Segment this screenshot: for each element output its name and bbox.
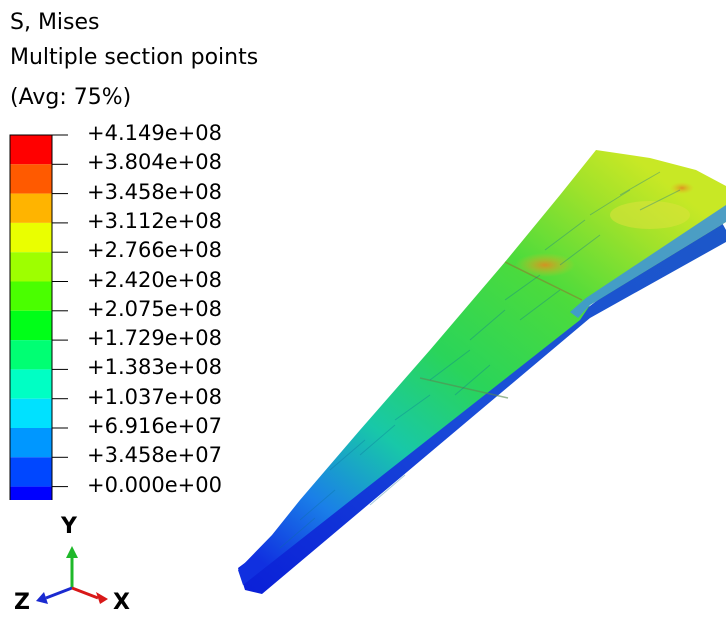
stress-hotspot (515, 253, 575, 277)
legend-color-swatch (10, 135, 52, 165)
legend-color-swatch (10, 310, 52, 341)
mesh-line (589, 189, 631, 216)
mesh-line (299, 489, 336, 521)
model-side-face (238, 212, 726, 594)
legend-tick-label: +3.458e+07 (87, 443, 222, 468)
legend-color-swatch (10, 164, 52, 194)
z-axis-arrow (45, 586, 73, 600)
x-axis-arrow (71, 586, 99, 600)
legend-tick-label: +1.729e+08 (87, 326, 222, 351)
legend-color-swatch (10, 398, 52, 428)
legend-tick-label: +4.149e+08 (87, 121, 222, 145)
mesh-line (279, 517, 316, 549)
mesh-line (369, 474, 406, 506)
legend-tick-label: +1.383e+08 (87, 355, 222, 380)
legend-color-swatch (10, 340, 52, 370)
mesh-line (544, 219, 586, 251)
mesh-line (429, 349, 471, 381)
mesh-line (639, 189, 681, 211)
stress-hotspot (610, 201, 690, 229)
mesh-line (454, 364, 491, 396)
legend-color-swatch (10, 369, 52, 399)
legend-tick-label: +2.766e+08 (87, 238, 222, 263)
section-line (419, 377, 509, 399)
x-arrowhead-icon (96, 592, 108, 604)
legend-tick-label: +3.112e+08 (87, 208, 222, 233)
legend-title: S, Mises (10, 10, 100, 35)
legend-tick-label: +3.458e+08 (87, 179, 222, 204)
mesh-line (519, 289, 561, 321)
legend-color-swatch (10, 281, 52, 311)
section-line (504, 261, 583, 301)
y-arrowhead-icon (66, 546, 78, 558)
mesh-line (469, 309, 506, 341)
legend-tick-label: +3.804e+08 (87, 150, 222, 175)
mesh-line (329, 439, 366, 471)
coordinate-triad: Y Z X (0, 500, 150, 616)
x-axis-label: X (113, 590, 130, 615)
legend-color-swatch (10, 193, 52, 223)
model-edge-strip (570, 205, 726, 318)
mesh-line (359, 424, 396, 456)
triad-arrows (36, 546, 108, 604)
legend-tick-label: +2.075e+08 (87, 296, 222, 321)
mesh-line (394, 394, 431, 421)
y-axis-label: Y (61, 514, 77, 539)
mesh-striations (279, 171, 681, 549)
legend-color-swatch (10, 428, 52, 458)
legend-tick-label: +6.916e+07 (87, 414, 222, 438)
z-axis-label: Z (14, 590, 30, 615)
mesh-line (559, 234, 601, 266)
legend-subtitle: Multiple section points (10, 45, 259, 70)
legend-tick-label: +0.000e+00 (87, 472, 222, 497)
contour-legend: +4.149e+08 +3.804e+08 +3.458e+08 +3.112e+08… (0, 0, 300, 517)
mesh-line (504, 274, 541, 301)
mesh-line (619, 171, 661, 196)
legend-color-swatch (10, 252, 52, 282)
legend-tick-label: +2.420e+08 (87, 267, 222, 292)
legend-colorbar (9, 134, 68, 517)
legend-tick-label: +1.037e+08 (87, 384, 222, 409)
model-top-face (238, 150, 726, 585)
stress-hotspot (670, 182, 694, 194)
legend-color-swatch (10, 222, 52, 253)
legend-averaging: (Avg: 75%) (10, 85, 132, 110)
z-arrowhead-icon (36, 592, 48, 604)
legend-color-swatch (10, 457, 52, 487)
